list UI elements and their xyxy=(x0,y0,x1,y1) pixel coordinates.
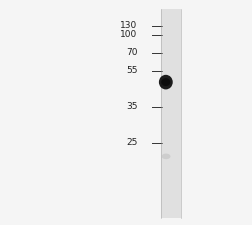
Text: 35: 35 xyxy=(126,102,137,111)
Ellipse shape xyxy=(162,153,170,159)
Ellipse shape xyxy=(161,78,170,86)
Text: 70: 70 xyxy=(126,48,137,57)
Ellipse shape xyxy=(159,75,173,89)
Text: 100: 100 xyxy=(120,30,137,39)
Text: 55: 55 xyxy=(126,66,137,75)
Text: 25: 25 xyxy=(126,138,137,147)
Text: 130: 130 xyxy=(120,21,137,30)
Bar xyxy=(161,9,181,218)
